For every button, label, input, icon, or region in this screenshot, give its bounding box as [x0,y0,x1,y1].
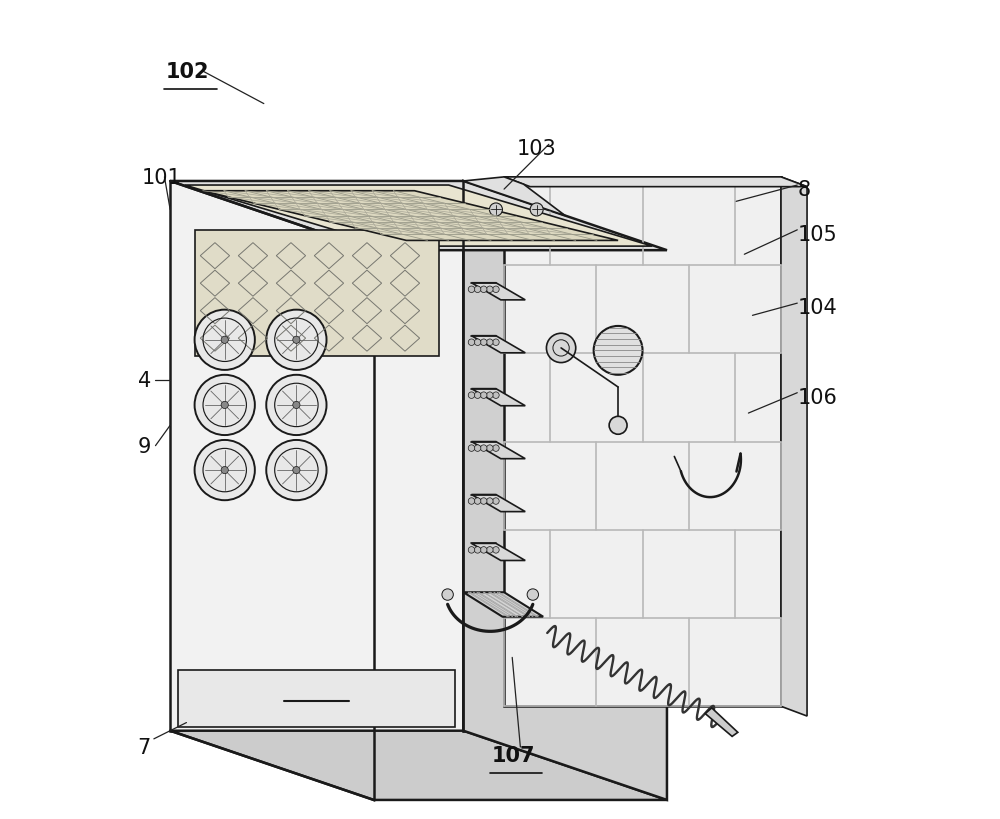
Polygon shape [781,178,807,716]
Circle shape [468,392,475,399]
Polygon shape [463,592,543,617]
Polygon shape [170,731,667,800]
Circle shape [487,392,493,399]
Circle shape [487,498,493,505]
Bar [178,670,455,726]
Polygon shape [705,708,738,736]
Text: 104: 104 [797,298,837,318]
Circle shape [468,340,475,346]
Circle shape [468,287,475,293]
Circle shape [487,446,493,452]
Circle shape [546,334,576,363]
Circle shape [594,327,643,375]
Circle shape [487,547,493,554]
Circle shape [266,310,327,370]
Circle shape [493,547,499,554]
Polygon shape [463,178,565,216]
Circle shape [266,375,327,436]
Circle shape [480,498,487,505]
Circle shape [293,467,300,474]
Bar [504,178,781,707]
Circle shape [493,340,499,346]
Circle shape [527,589,539,600]
Text: 103: 103 [516,139,556,159]
Circle shape [493,287,499,293]
Circle shape [493,498,499,505]
Circle shape [474,446,481,452]
Circle shape [530,204,543,217]
Circle shape [493,446,499,452]
Circle shape [442,589,453,600]
Polygon shape [170,182,667,251]
Text: 101: 101 [142,168,181,188]
Circle shape [480,287,487,293]
Text: 8: 8 [797,180,810,200]
Bar [463,182,504,731]
Text: 107: 107 [492,745,535,765]
Circle shape [468,446,475,452]
Polygon shape [471,283,525,301]
Text: 4: 4 [138,371,151,391]
Polygon shape [463,182,667,800]
Circle shape [474,340,481,346]
Circle shape [221,402,228,409]
Text: 105: 105 [797,224,837,245]
Polygon shape [471,495,525,512]
Polygon shape [185,186,652,247]
Text: 7: 7 [138,737,151,757]
Text: 102: 102 [166,62,210,82]
Circle shape [221,467,228,474]
Circle shape [266,441,327,500]
Polygon shape [471,544,525,561]
Circle shape [221,337,228,344]
Bar [170,182,463,731]
Circle shape [480,392,487,399]
Circle shape [195,375,255,436]
Circle shape [487,287,493,293]
Circle shape [474,498,481,505]
Circle shape [487,340,493,346]
Circle shape [493,392,499,399]
Circle shape [195,310,255,370]
Polygon shape [471,389,525,406]
Bar [195,230,439,356]
Circle shape [293,402,300,409]
Circle shape [474,392,481,399]
Circle shape [474,547,481,554]
Circle shape [474,287,481,293]
Circle shape [480,547,487,554]
Circle shape [480,446,487,452]
Polygon shape [471,442,525,459]
Circle shape [468,498,475,505]
Circle shape [480,340,487,346]
Circle shape [195,441,255,500]
Circle shape [468,547,475,554]
Text: 9: 9 [138,436,151,456]
Circle shape [489,204,502,217]
Polygon shape [504,178,807,188]
Polygon shape [471,337,525,353]
Circle shape [609,417,627,435]
Text: 106: 106 [797,387,837,407]
Circle shape [293,337,300,344]
Polygon shape [203,192,618,241]
